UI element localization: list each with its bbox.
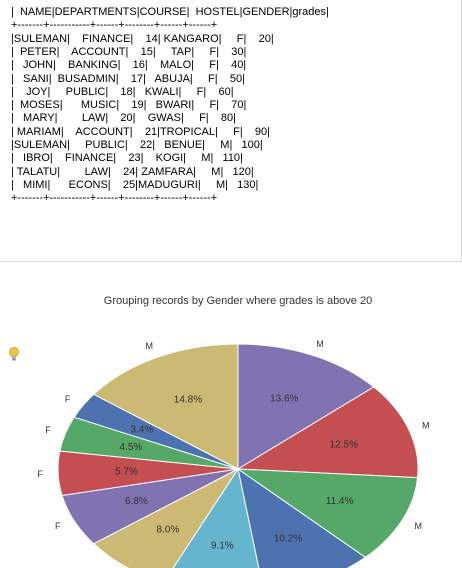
console-line: | MARY| LAW| 20| GWAS| F| 80| — [11, 112, 236, 125]
pie-slice-percent: 4.5% — [120, 442, 143, 453]
console-line: +-------+-----------+------+--------+---… — [11, 192, 218, 205]
pie-slice-percent: 12.5% — [330, 439, 358, 450]
console-output: | NAME|DEPARTMENTS|COURSE| HOSTEL|GENDER… — [0, 0, 462, 262]
console-line: | SANI| BUSADMIN| 17| ABUJA| F| 50| — [11, 72, 245, 85]
console-line: +-------+-----------+------+--------+---… — [11, 19, 218, 32]
lightbulb-icon[interactable] — [8, 346, 20, 362]
pie-slice-percent: 5.7% — [115, 467, 138, 478]
pie-slice-percent: 13.6% — [270, 393, 298, 404]
pie-slice — [236, 468, 419, 558]
pie-slice-label: M — [145, 341, 153, 351]
pie-slice — [92, 343, 239, 470]
pie-chart: Grouping records by Gender where grades … — [0, 262, 462, 568]
pie-slice — [237, 467, 367, 568]
pie-slice-percent: 8.0% — [157, 524, 180, 535]
pie-slice-label: F — [37, 469, 43, 479]
pie-slice — [237, 343, 375, 470]
console-line: | PETER| ACCOUNT| 15| TAP| F| 30| — [11, 45, 247, 58]
console-line: | MARIAM| ACCOUNT| 21|TROPICAL| F| 90| — [11, 125, 270, 138]
pie-slice-label: F — [45, 425, 51, 435]
console-line: | TALATU| LAW| 24| ZAMFARA| M| 120| — [11, 165, 254, 178]
console-line: | JOY| PUBLIC| 18| KWALI| F| 60| — [11, 85, 234, 98]
pie-slice-label: F — [55, 521, 61, 531]
console-line: |SULEMAN| PUBLIC| 22| BENUE| M| 100| — [11, 139, 263, 151]
pie-slice-percent: 11.4% — [326, 496, 354, 507]
console-line: | IBRO| FINANCE| 23| KOGI| M| 110| — [11, 152, 243, 165]
pie-slice — [92, 467, 240, 568]
pie-slice-percent: 10.2% — [274, 533, 302, 544]
console-line: | NAME|DEPARTMENTS|COURSE| HOSTEL|GENDER… — [11, 6, 329, 18]
pie-chart-svg: Grouping records by Gender where grades … — [37, 295, 430, 568]
console-line: | MIMI| ECONS| 25|MADUGURI| M| 130| — [11, 178, 259, 191]
pie-slice-label: M — [316, 339, 324, 349]
pie-slice-percent: 14.8% — [174, 395, 202, 406]
console-line: |SULEMAN| FINANCE| 14| KANGARO| F| 20| — [11, 32, 274, 45]
console-line: | MOSES| MUSIC| 19| BWARI| F| 70| — [11, 99, 247, 112]
console-line: | JOHN| BANKING| 16| MALO| F| 40| — [11, 59, 247, 72]
pie-slice-percent: 3.4% — [131, 425, 154, 436]
pie-slice — [236, 386, 419, 479]
pie-slice-percent: 6.8% — [125, 496, 148, 507]
pie-slice-percent: 9.1% — [211, 541, 234, 552]
pie-slice-label: M — [414, 521, 422, 531]
pie-slice — [172, 467, 260, 568]
pie-slice-label: M — [422, 420, 430, 430]
pie-slice-label: F — [65, 394, 71, 404]
chart-title: Grouping records by Gender where grades … — [104, 295, 372, 307]
